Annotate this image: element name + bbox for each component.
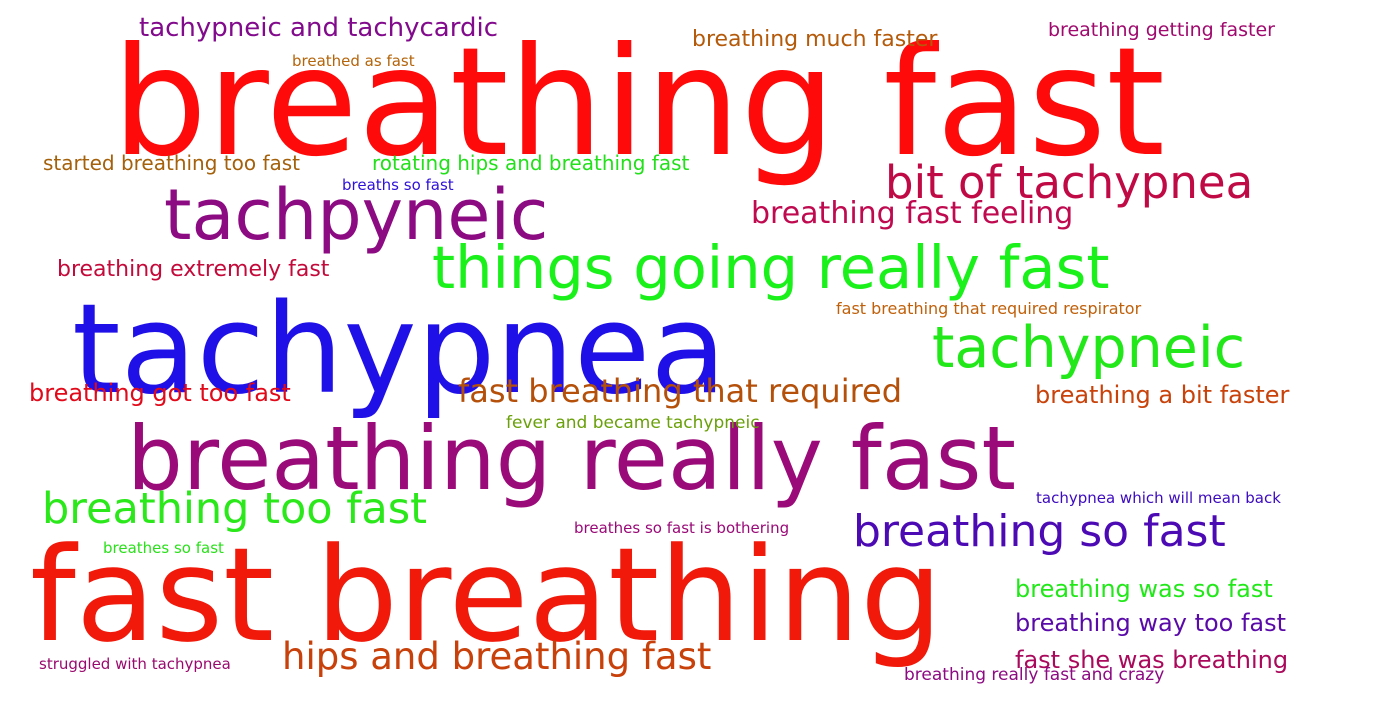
word: hips and breathing fast xyxy=(282,635,712,678)
word: breathing a bit faster xyxy=(1035,381,1290,409)
word: breathes so fast is bothering xyxy=(574,519,790,537)
word: tachypnea xyxy=(72,278,727,422)
word: breathing too fast xyxy=(42,484,428,534)
word: tachypneic xyxy=(932,315,1246,381)
word: bit of tachypnea xyxy=(885,156,1254,209)
word: started breathing too fast xyxy=(43,151,301,175)
word: tachypneic and tachycardic xyxy=(139,13,498,43)
word: tachypnea which will mean back xyxy=(1036,489,1281,507)
word: breathing really fast and crazy xyxy=(904,665,1165,685)
word: breaths so fast xyxy=(342,176,454,194)
word: breathing was so fast xyxy=(1015,575,1273,603)
word: breathing got too fast xyxy=(29,379,291,407)
word: breathing really fast xyxy=(127,407,1017,510)
word: breathing so fast xyxy=(853,506,1226,557)
word: struggled with tachypnea xyxy=(39,655,231,673)
word: tachpyneic xyxy=(164,174,549,256)
word: breathing way too fast xyxy=(1015,609,1287,637)
word: breathes so fast xyxy=(103,539,224,557)
word: fast breathing that required xyxy=(458,372,903,410)
word: breathing fast xyxy=(112,16,1166,190)
word: breathing extremely fast xyxy=(57,257,330,282)
word: rotating hips and breathing fast xyxy=(372,151,690,175)
word: breathed as fast xyxy=(292,52,415,70)
word: fast she was breathing xyxy=(1015,646,1289,674)
word: fast breathing that required respirator xyxy=(836,299,1142,318)
word: breathing fast feeling xyxy=(751,196,1074,231)
word: breathing much faster xyxy=(692,27,938,52)
word: breathing getting faster xyxy=(1048,19,1275,41)
word: fast breathing xyxy=(30,519,943,671)
word: things going really fast xyxy=(432,233,1110,302)
word: fever and became tachypneic xyxy=(506,413,760,433)
